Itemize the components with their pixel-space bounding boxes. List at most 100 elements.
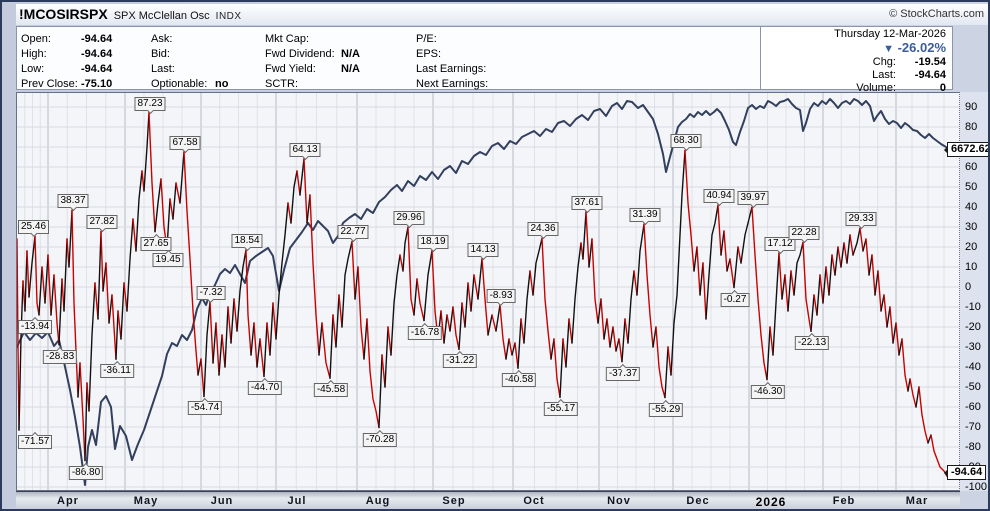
stockcharts-copyright-link[interactable]: © StockCharts.com xyxy=(889,8,984,20)
quote-row: Last Earnings: xyxy=(416,62,500,77)
y-axis-label: 80 xyxy=(965,121,978,133)
data-point-label: 29.96 xyxy=(393,211,425,226)
data-point-label: -13.94 xyxy=(18,319,53,334)
data-point-label: -71.57 xyxy=(18,435,53,450)
data-point-label: -7.32 xyxy=(196,285,226,300)
y-axis-label: 40 xyxy=(965,201,978,213)
change-info-value: 0 xyxy=(939,82,946,94)
quote-label: Next Earnings: xyxy=(416,78,489,90)
data-point-label: -70.28 xyxy=(362,432,398,447)
y-axis-label: -30 xyxy=(965,341,981,353)
data-point-label: 14.13 xyxy=(467,242,499,257)
change-info-label: Chg: xyxy=(872,56,896,68)
x-axis-month-label: Aug xyxy=(365,495,391,507)
symbol-ticker: !MCOSIRSPX xyxy=(19,6,108,22)
x-axis-month-label: 2026 xyxy=(755,495,787,509)
quote-value: N/A xyxy=(341,63,360,75)
x-axis-month-label: Jul xyxy=(287,495,307,507)
x-axis-month-label: Jun xyxy=(210,495,234,507)
data-point-label: -44.70 xyxy=(247,381,283,396)
data-point-label: -55.29 xyxy=(648,402,684,417)
quote-row: SCTR: xyxy=(265,77,360,92)
y-axis-label: 30 xyxy=(965,221,978,233)
data-point-label: 68.30 xyxy=(670,134,702,149)
x-axis-month-label: Sep xyxy=(442,495,466,507)
data-point-label: 29.33 xyxy=(845,212,877,227)
data-point-label: 19.45 xyxy=(152,253,184,268)
change-info-row: Last: -94.64 xyxy=(761,69,946,82)
quote-row: Ask: xyxy=(151,32,228,47)
change-info-row: Volume: 0 xyxy=(761,82,946,95)
chart-canvas xyxy=(17,93,959,490)
quote-label: Ask: xyxy=(151,33,173,45)
y-axis-label: 10 xyxy=(965,261,978,273)
quote-label: High: xyxy=(21,48,47,60)
data-point-label: -86.80 xyxy=(68,465,104,480)
y-axis-label: -70 xyxy=(965,421,981,433)
data-point-label: -0.27 xyxy=(720,292,750,307)
y-axis-label: -100 xyxy=(965,481,988,493)
data-point-label: 64.13 xyxy=(289,142,321,157)
quote-label: Last Earnings: xyxy=(416,63,487,75)
y-axis-label: -40 xyxy=(965,361,981,373)
x-axis-month-label: Apr xyxy=(57,495,79,507)
x-axis: Apr May Jun Jul Aug Sep Oct Nov Dec 2026 Feb Mar xyxy=(16,491,960,509)
data-point-label: 18.19 xyxy=(417,234,449,249)
symbol-exchange: INDX xyxy=(215,11,242,22)
y-axis-label: -10 xyxy=(965,301,981,313)
quote-label: EPS: xyxy=(416,48,442,60)
data-point-label: 87.23 xyxy=(134,96,166,111)
y-axis: 9080706050403020100-10-20-30-40-50-60-70… xyxy=(960,92,988,493)
y-axis-label: -60 xyxy=(965,401,981,413)
y-axis-label: -80 xyxy=(965,441,981,453)
y-axis-label: 90 xyxy=(965,101,978,113)
data-point-label: 39.97 xyxy=(737,191,769,206)
data-point-label: -45.58 xyxy=(313,383,349,398)
data-point-label: 31.39 xyxy=(629,208,661,223)
quote-label: Last: xyxy=(151,63,175,75)
data-point-label: -37.37 xyxy=(605,366,641,381)
quote-column-4: P/E: EPS: Last Earnings: Next Earnings: xyxy=(416,32,500,92)
data-point-label: -46.30 xyxy=(750,384,786,399)
y-axis-label: -20 xyxy=(965,321,981,333)
y-axis-label: 50 xyxy=(965,181,978,193)
quote-row: Open: -94.64 xyxy=(21,32,112,47)
data-point-label: 37.61 xyxy=(571,195,603,210)
down-triangle-icon: ▼ xyxy=(883,43,894,55)
y-axis-label: 60 xyxy=(965,161,978,173)
quote-row: Mkt Cap: xyxy=(265,32,360,47)
quote-row: High: -94.64 xyxy=(21,47,112,62)
data-point-label: 27.82 xyxy=(86,215,118,230)
data-point-label: -16.78 xyxy=(407,325,443,340)
change-info-label: Last: xyxy=(872,69,896,81)
percent-change: ▼ -26.02% xyxy=(761,40,946,55)
quote-value: -75.10 xyxy=(81,78,113,90)
data-point-label: 24.36 xyxy=(527,222,559,237)
change-info-label: Volume: xyxy=(856,82,896,94)
data-point-label: 25.46 xyxy=(18,220,50,235)
percent-change-value: -26.02% xyxy=(897,40,946,55)
quote-row: EPS: xyxy=(416,47,500,62)
x-axis-month-label: May xyxy=(133,495,159,507)
quote-value: -94.64 xyxy=(81,48,113,60)
y-axis-label: 20 xyxy=(965,241,978,253)
quote-label: SCTR: xyxy=(265,78,298,90)
data-point-label: 18.54 xyxy=(231,233,263,248)
x-axis-month-label: Nov xyxy=(607,495,631,507)
quote-date: Thursday 12-Mar-2026 xyxy=(834,28,946,40)
y-axis-label: -50 xyxy=(965,381,981,393)
quote-label: Low: xyxy=(21,63,45,75)
quote-value: N/A xyxy=(341,48,360,60)
change-info-value: -94.64 xyxy=(914,69,946,81)
chart-header: !MCOSIRSPX SPX McClellan Osc INDX © StockC… xyxy=(16,4,988,25)
quote-column-1: Open: -94.64 High: -94.64 Low: -94.64 Prev Clo… xyxy=(21,32,112,92)
quote-label: Mkt Cap: xyxy=(265,33,310,45)
x-axis-month-label: Dec xyxy=(686,495,710,507)
data-point-label: -22.13 xyxy=(794,336,830,351)
x-axis-month-label: Oct xyxy=(523,495,545,507)
quote-row: Prev Close: -75.10 xyxy=(21,77,112,92)
quote-row: P/E: xyxy=(416,32,500,47)
quote-row: Fwd Yield: N/A xyxy=(265,62,360,77)
quote-value: -94.64 xyxy=(81,33,113,45)
